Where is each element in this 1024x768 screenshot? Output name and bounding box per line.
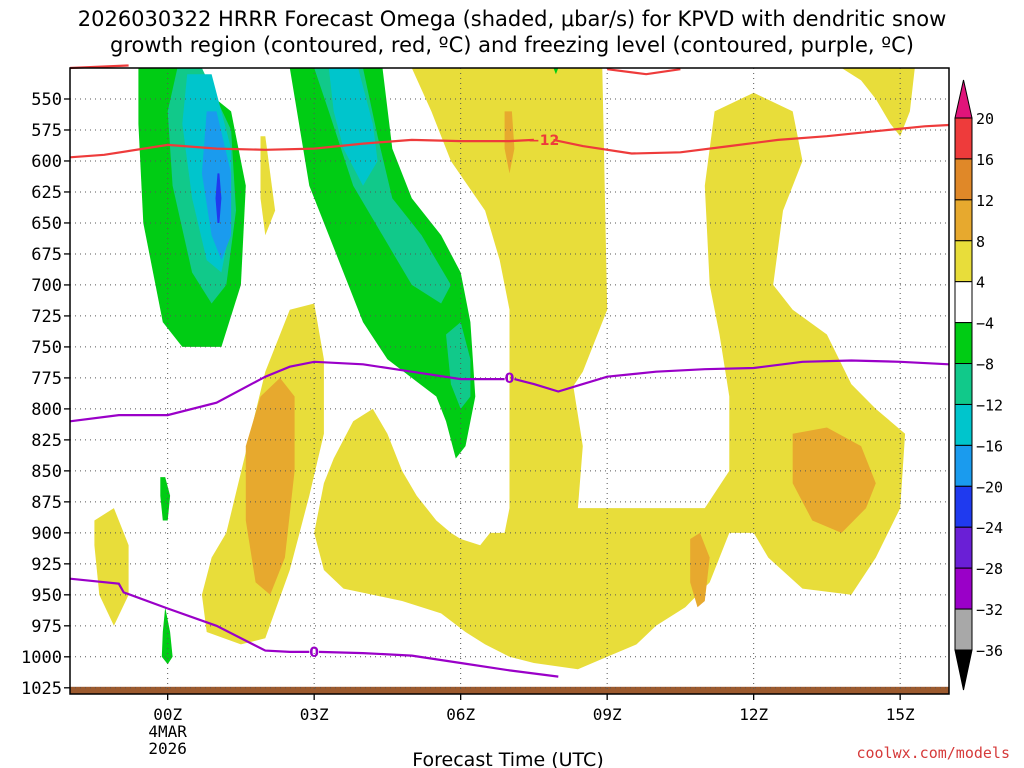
chart-title: 2026030322 HRRR Forecast Omega (shaded, … [0, 6, 1024, 58]
x-tick-label: 00Z [153, 705, 182, 724]
contour-label: 0 [505, 371, 515, 387]
x-axis-label: Forecast Time (UTC) [412, 749, 603, 768]
contour-layer: −12 0 0 [69, 64, 950, 678]
y-tick-label: 625 [31, 183, 62, 203]
omega-region-neg_20_24 [215, 173, 222, 223]
colorbar-swatch [954, 199, 973, 242]
contour-label: −12 [528, 133, 559, 149]
omega-shading-layer [70, 68, 949, 694]
colorbar-label: −4 [976, 315, 994, 333]
y-tick-label: 825 [31, 431, 62, 451]
colorbar-label: 20 [976, 110, 994, 128]
colorbar-label: −32 [976, 601, 1003, 619]
colorbar-label: 4 [976, 274, 985, 292]
y-tick-label: 925 [31, 555, 62, 575]
colorbar-swatch [954, 281, 973, 324]
colorbar-label: −24 [976, 519, 1003, 537]
colorbar-swatch [954, 322, 973, 365]
colorbar: 20 16 12 8 4 −4 −8 −12 −16 −20 −24 −28 −32 −36 [954, 79, 1003, 691]
colorbar-label: −8 [976, 356, 994, 374]
colorbar-swatch [954, 363, 973, 405]
y-tick-label: 575 [31, 121, 62, 141]
y-tick-label: 550 [31, 90, 62, 110]
colorbar-swatch [954, 158, 973, 201]
x-tick-label: 4MAR [148, 722, 187, 741]
omega-region-pos_8_12 [792, 427, 876, 533]
colorbar-top-arrow [954, 79, 973, 119]
x-tick-label: 2026 [148, 739, 187, 758]
contour-line [553, 123, 950, 155]
credit-text: coolwx.com/models [856, 744, 1010, 762]
chart-title-line2: growth region (contoured, red, ºC) and f… [110, 33, 914, 57]
plot-frame [69, 67, 950, 695]
contour-line [318, 650, 559, 678]
y-tick-label: 675 [31, 245, 62, 265]
colorbar-swatch [954, 117, 973, 160]
y-tick-label: 750 [31, 338, 62, 358]
y-tick-label: 975 [31, 617, 62, 637]
colorbar-swatch [954, 240, 973, 283]
y-tick-label: 775 [31, 369, 62, 389]
y-tick-label: 650 [31, 214, 62, 234]
x-tick-label: 15Z [886, 705, 915, 724]
omega-region-pos_4_8 [841, 68, 915, 137]
y-tick-label: 900 [31, 524, 62, 544]
colorbar-swatch [954, 444, 973, 487]
omega-region-neg_4_8 [161, 607, 173, 665]
y-tick-label: 875 [31, 493, 62, 513]
contour-line [69, 360, 505, 423]
y-tick-label: 1025 [21, 679, 62, 699]
y-tick-label: 600 [31, 152, 62, 172]
omega-region-neg_4_8 [289, 68, 476, 459]
contour-line [69, 577, 310, 654]
omega-region-pos_8_12 [504, 111, 515, 174]
colorbar-label: −16 [976, 437, 1003, 455]
ground-surface [70, 686, 949, 694]
omega-region-pos_4_8 [314, 92, 906, 670]
omega-region-pos_4_8 [94, 508, 129, 626]
omega-region-pos_8_12 [245, 377, 295, 595]
y-tick-label: 850 [31, 462, 62, 482]
colorbar-swatch [954, 526, 973, 569]
omega-region-neg_4_8 [553, 68, 559, 75]
colorbar-swatch [954, 403, 973, 446]
contour-line [514, 359, 950, 393]
colorbar-label: 8 [976, 233, 985, 251]
omega-region-pos_8_12 [690, 532, 710, 608]
colorbar-swatch [954, 485, 973, 528]
colorbar-label: 12 [976, 192, 994, 210]
x-tick-label: 06Z [446, 705, 475, 724]
contour-label: 0 [309, 645, 319, 661]
y-tick-label: 700 [31, 276, 62, 296]
omega-region-neg_4_8 [160, 477, 171, 521]
x-tick-label: 12Z [739, 705, 768, 724]
colorbar-label: −20 [976, 478, 1003, 496]
contour-line [69, 138, 534, 159]
y-tick-label: 1000 [21, 648, 62, 668]
omega-region-neg_12_16 [328, 68, 378, 186]
colorbar-label: 16 [976, 151, 994, 169]
colorbar-swatch [954, 608, 973, 651]
colorbar-bottom-arrow [954, 649, 973, 691]
y-tick-label: 725 [31, 307, 62, 327]
colorbar-swatch [954, 567, 973, 610]
chart-title-line1: 2026030322 HRRR Forecast Omega (shaded, … [77, 7, 947, 31]
y-axis: 550 575 600 625 650 675 700 725 750 775 800 825 850 8… [21, 90, 70, 699]
y-tick-label: 950 [31, 586, 62, 606]
omega-region-pos_4_8 [260, 136, 276, 236]
colorbar-label: −12 [976, 396, 1003, 414]
colorbar-label: −28 [976, 560, 1003, 578]
x-tick-label: 03Z [300, 705, 329, 724]
omega-region-neg_8_12 [446, 322, 471, 409]
colorbar-label: −36 [976, 642, 1003, 660]
y-tick-label: 800 [31, 400, 62, 420]
contour-line [607, 68, 681, 76]
x-tick-label: 09Z [593, 705, 622, 724]
